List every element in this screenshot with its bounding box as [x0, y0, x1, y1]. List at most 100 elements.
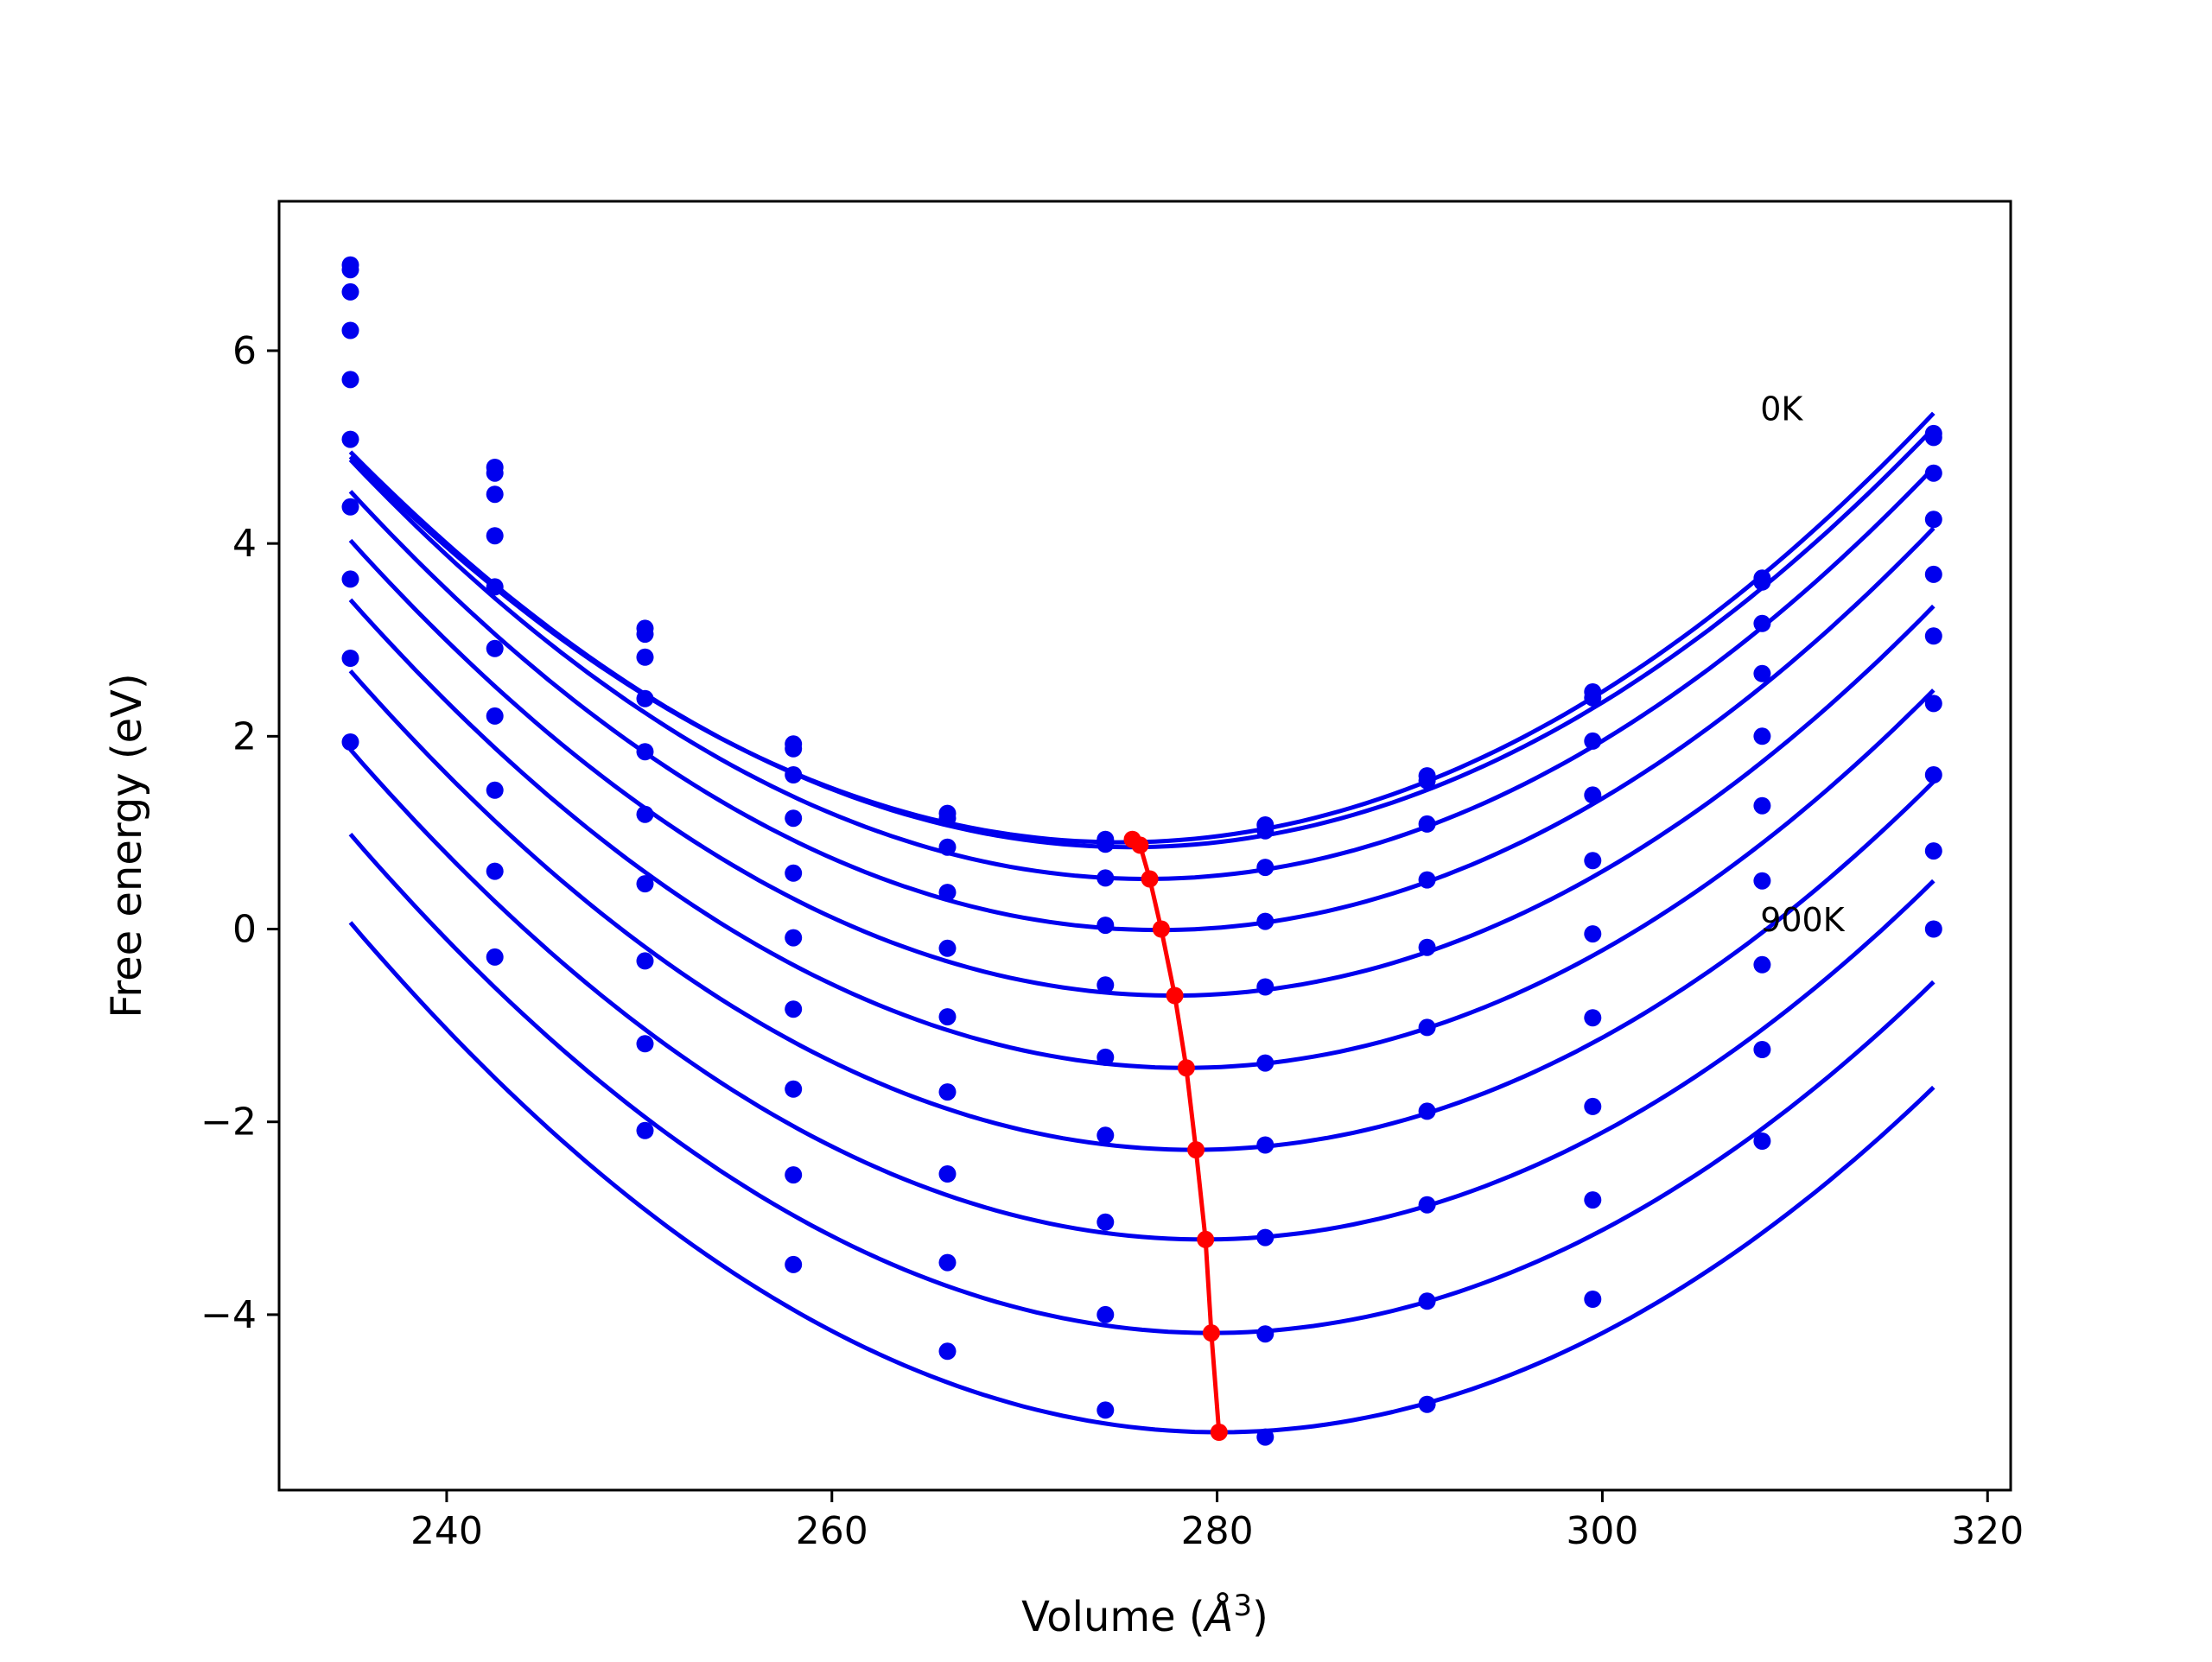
data-point	[341, 430, 359, 448]
data-point	[1096, 869, 1115, 887]
data-point	[1924, 627, 1942, 645]
data-point	[1753, 1132, 1771, 1150]
data-point	[1924, 695, 1942, 713]
minimum-point	[1210, 1424, 1228, 1441]
minimum-point	[1177, 1059, 1195, 1077]
y-tick-label: 0	[232, 908, 257, 952]
y-tick-label: 4	[232, 522, 257, 566]
data-point	[486, 862, 504, 880]
data-point	[1753, 1041, 1771, 1058]
data-point	[1584, 1009, 1602, 1027]
data-point	[1096, 1401, 1115, 1419]
data-point	[341, 650, 359, 667]
data-point	[1096, 1213, 1115, 1231]
data-point	[785, 739, 803, 758]
data-point	[938, 838, 957, 856]
data-point	[486, 527, 504, 545]
data-point	[1924, 842, 1942, 860]
data-point	[1256, 978, 1274, 996]
x-tick-label: 300	[1566, 1509, 1638, 1553]
plot-frame	[277, 200, 2012, 1492]
annotations: 0K 900K	[1760, 390, 1846, 939]
fit-curve-9	[348, 921, 1936, 1435]
data-point	[341, 498, 359, 516]
minimum-path-line	[1130, 837, 1222, 1433]
data-point	[1584, 1191, 1602, 1209]
data-point	[636, 1121, 654, 1139]
data-point	[341, 733, 359, 751]
annotation-label: 0K	[1760, 390, 1803, 428]
data-point	[1256, 1136, 1274, 1154]
data-point	[1924, 766, 1942, 783]
x-tick-label: 320	[1951, 1509, 2024, 1553]
data-point	[938, 1253, 957, 1272]
data-point	[785, 1080, 803, 1098]
data-point	[1584, 732, 1602, 750]
y-tick-label: −2	[200, 1101, 257, 1145]
data-point	[1096, 976, 1115, 994]
y-tick-label: 6	[232, 329, 257, 373]
data-point	[938, 1008, 957, 1026]
data-point	[636, 625, 654, 644]
y-tick-label: −4	[200, 1293, 257, 1337]
data-point	[1418, 771, 1436, 790]
data-point	[636, 875, 654, 893]
data-point	[1924, 464, 1942, 482]
data-point	[636, 743, 654, 761]
minimum-point	[1197, 1230, 1215, 1248]
data-point	[1753, 955, 1771, 974]
minimum-point	[1152, 920, 1170, 938]
data-point	[636, 1035, 654, 1053]
data-point	[486, 464, 504, 482]
fit-curve-5	[348, 598, 1936, 1070]
data-point	[1584, 1291, 1602, 1308]
fit-curve-3	[348, 490, 1936, 933]
data-point	[938, 1083, 957, 1101]
data-point	[1753, 664, 1771, 682]
data-point	[636, 689, 654, 707]
data-point	[1753, 573, 1771, 591]
data-point	[1924, 920, 1942, 938]
data-point	[1584, 1097, 1602, 1115]
fit-curve-8	[348, 832, 1936, 1335]
data-point	[486, 948, 504, 966]
x-tick-label: 260	[796, 1509, 868, 1553]
data-point	[1924, 565, 1942, 583]
data-points	[341, 256, 1942, 1446]
data-point	[785, 809, 803, 828]
minimum-point	[1187, 1141, 1205, 1159]
data-point	[486, 578, 504, 596]
data-point	[938, 939, 957, 957]
data-point	[1256, 1428, 1274, 1446]
data-point	[1096, 917, 1115, 935]
data-point	[1584, 925, 1602, 943]
data-point	[636, 805, 654, 823]
y-axis-label: Free energy (eV)	[103, 673, 151, 1018]
data-point	[938, 1165, 957, 1183]
x-axis-ticks: 240 260 280 300 320	[410, 1490, 2024, 1553]
data-point	[1584, 688, 1602, 707]
data-point	[938, 884, 957, 902]
data-point	[1096, 835, 1115, 853]
data-point	[1418, 1102, 1436, 1120]
minimum-point	[1131, 836, 1149, 854]
data-point	[1256, 1228, 1274, 1246]
x-tick-label: 240	[410, 1509, 483, 1553]
data-point	[1584, 786, 1602, 804]
y-tick-label: 2	[232, 714, 257, 758]
data-point	[1753, 872, 1771, 890]
data-point	[486, 707, 504, 725]
data-point	[1418, 938, 1436, 956]
data-point	[341, 570, 359, 588]
data-point	[785, 1255, 803, 1273]
data-point	[1256, 821, 1274, 840]
data-point	[785, 864, 803, 882]
data-point	[1096, 1126, 1115, 1145]
data-point	[1924, 511, 1942, 529]
data-point	[1753, 614, 1771, 632]
data-point	[1096, 1305, 1115, 1323]
data-point	[1418, 1292, 1436, 1310]
